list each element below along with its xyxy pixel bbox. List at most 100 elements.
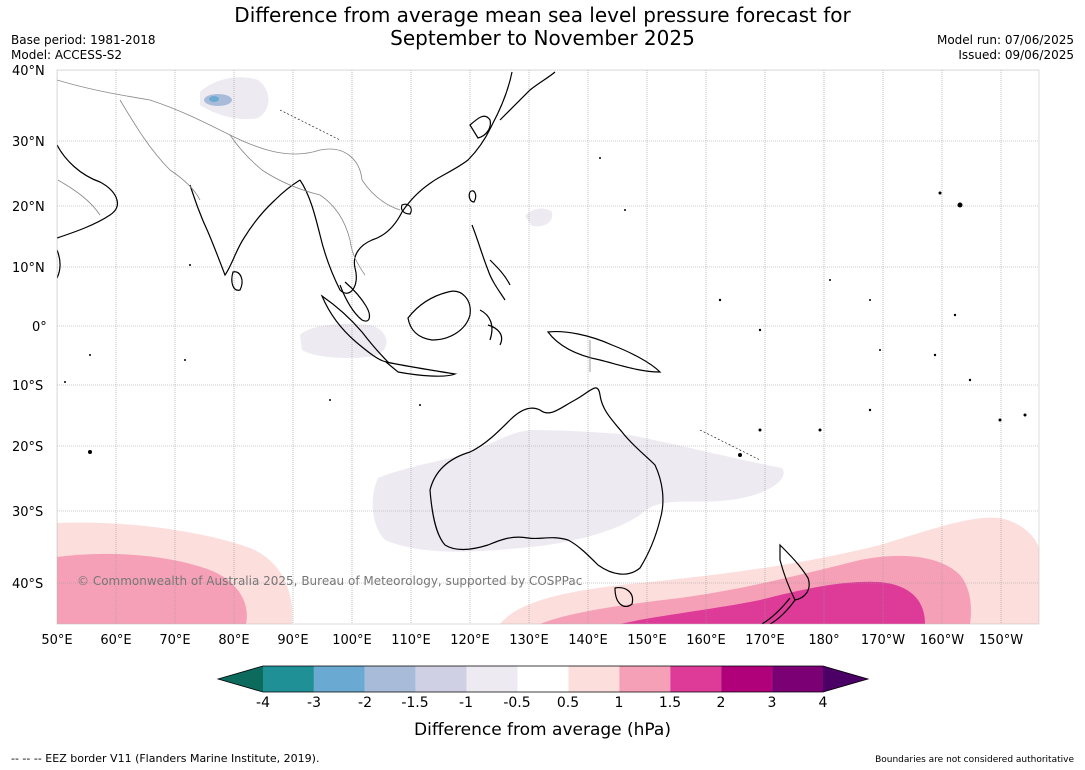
colorbar-extend-low xyxy=(218,666,263,692)
country-borders xyxy=(57,79,591,372)
colorbar-segment xyxy=(619,666,671,692)
sri-lanka xyxy=(231,271,243,291)
lon-label-70e: 70°E xyxy=(159,633,190,648)
arabia-coast xyxy=(57,144,118,239)
lat-label-40n: 40°N xyxy=(12,64,45,79)
lat-label-10s: 10°S xyxy=(12,379,43,394)
boundaries-disclaimer: Boundaries are not considered authoritat… xyxy=(875,755,1074,765)
sulawesi xyxy=(479,309,503,346)
lon-label-160e: 160°E xyxy=(686,633,726,648)
lon-label-50e: 50°E xyxy=(41,633,72,648)
cb-tick: 0.5 xyxy=(556,695,580,711)
colorbar-segment xyxy=(466,666,518,692)
eez-boundaries xyxy=(279,109,761,461)
lat-label-20n: 20°N xyxy=(12,200,45,215)
indochina-coast xyxy=(299,71,513,294)
lon-label-150w: 150°W xyxy=(979,633,1023,648)
taiwan xyxy=(468,190,477,203)
hainan xyxy=(400,203,412,215)
cb-tick: 1.5 xyxy=(658,695,682,711)
lon-label-140e: 140°E xyxy=(568,633,608,648)
base-period-text: Base period: 1981-2018 xyxy=(11,33,156,47)
pacific-islands xyxy=(64,157,1027,457)
lon-label-100e: 100°E xyxy=(332,633,372,648)
colorbar xyxy=(216,665,870,693)
lon-label-170w: 170°W xyxy=(861,633,905,648)
borneo xyxy=(407,290,471,341)
model-run-info: Model run: 07/06/2025 Issued: 09/06/2025 xyxy=(937,33,1074,63)
lat-label-10n: 10°N xyxy=(12,261,45,276)
model-text: Model: ACCESS-S2 xyxy=(11,48,123,62)
latitude-labels: 40°N 30°N 20°N 10°N 0° 10°S 20°S 30°S 40… xyxy=(12,64,47,592)
colorbar-outline xyxy=(216,665,870,693)
map-title: Difference from average mean sea level p… xyxy=(0,4,1085,50)
lon-label-130e: 130°E xyxy=(509,633,549,648)
colorbar-segment xyxy=(568,666,620,692)
lon-label-80e: 80°E xyxy=(218,633,249,648)
colorbar-segment xyxy=(313,666,365,692)
japan xyxy=(499,71,556,121)
colorbar-segment xyxy=(772,666,823,692)
lat-label-30n: 30°N xyxy=(12,135,45,150)
lon-label-180: 180° xyxy=(808,633,839,648)
java xyxy=(385,361,458,377)
anomaly-se-1.5 xyxy=(620,581,925,624)
tasmania xyxy=(614,587,634,608)
lat-label-0: 0° xyxy=(32,320,47,335)
anomaly-neg-australia xyxy=(372,430,784,552)
issued-text: Issued: 09/06/2025 xyxy=(958,48,1074,62)
lat-label-20s: 20°S xyxy=(12,440,43,455)
lon-label-110e: 110°E xyxy=(391,633,431,648)
anomaly-fields xyxy=(57,77,1039,624)
colorbar-segment xyxy=(670,666,722,692)
cb-tick: 2 xyxy=(716,695,726,711)
lon-label-170e: 170°E xyxy=(745,633,785,648)
lon-label-160w: 160°W xyxy=(920,633,964,648)
africa-coast xyxy=(57,249,61,279)
colorbar-segment xyxy=(263,666,314,692)
nz-north-island xyxy=(779,543,810,601)
colorbar-segment xyxy=(517,666,569,692)
lon-label-150e: 150°E xyxy=(627,633,667,648)
australia-coast xyxy=(429,387,664,575)
cb-tick: -1 xyxy=(459,695,473,711)
longitude-labels: 50°E 60°E 70°E 80°E 90°E 100°E 110°E 120… xyxy=(41,633,1023,648)
map-area xyxy=(57,70,1039,624)
model-run-text: Model run: 07/06/2025 xyxy=(936,33,1074,47)
korea xyxy=(469,115,491,139)
copyright-notice: © Commonwealth of Australia 2025, Bureau… xyxy=(77,574,583,588)
philippines xyxy=(471,224,511,301)
nz-south-island xyxy=(761,597,796,624)
lat-label-30s: 30°S xyxy=(12,505,43,520)
malay-peninsula xyxy=(339,281,371,322)
anomaly-neg-pacific xyxy=(525,208,553,227)
cb-tick: -2 xyxy=(358,695,372,711)
title-line-2: September to November 2025 xyxy=(390,26,695,50)
colorbar-segment xyxy=(364,666,416,692)
india-coast xyxy=(189,179,301,277)
cb-tick: -4 xyxy=(256,695,270,711)
colorbar-tick-labels: -4 -3 -2 -1.5 -1 -0.5 0.5 1 1.5 2 3 4 xyxy=(0,695,1085,715)
cb-tick: 3 xyxy=(767,695,777,711)
lon-label-60e: 60°E xyxy=(100,633,131,648)
anomaly-sw-1 xyxy=(57,553,247,624)
eez-source-note: -- -- -- EEZ border V11 (Flanders Marine… xyxy=(11,752,320,765)
cb-tick: -3 xyxy=(307,695,321,711)
anomaly-neg-himalaya-core xyxy=(209,96,219,102)
colorbar-segment xyxy=(721,666,773,692)
cb-tick: 4 xyxy=(818,695,828,711)
colorbar-title: Difference from average (hPa) xyxy=(414,720,671,740)
coastlines xyxy=(57,71,810,624)
lat-label-40s: 40°S xyxy=(12,577,43,592)
colorbar-segment xyxy=(415,666,467,692)
cb-tick: -1.5 xyxy=(401,695,429,711)
title-line-1: Difference from average mean sea level p… xyxy=(234,3,851,27)
base-period-info: Base period: 1981-2018 Model: ACCESS-S2 xyxy=(11,33,156,63)
new-guinea xyxy=(546,330,662,373)
lon-label-120e: 120°E xyxy=(450,633,490,648)
cb-tick: -0.5 xyxy=(503,695,531,711)
cb-tick: 1 xyxy=(614,695,624,711)
lon-label-90e: 90°E xyxy=(277,633,308,648)
colorbar-extend-high xyxy=(823,666,868,692)
